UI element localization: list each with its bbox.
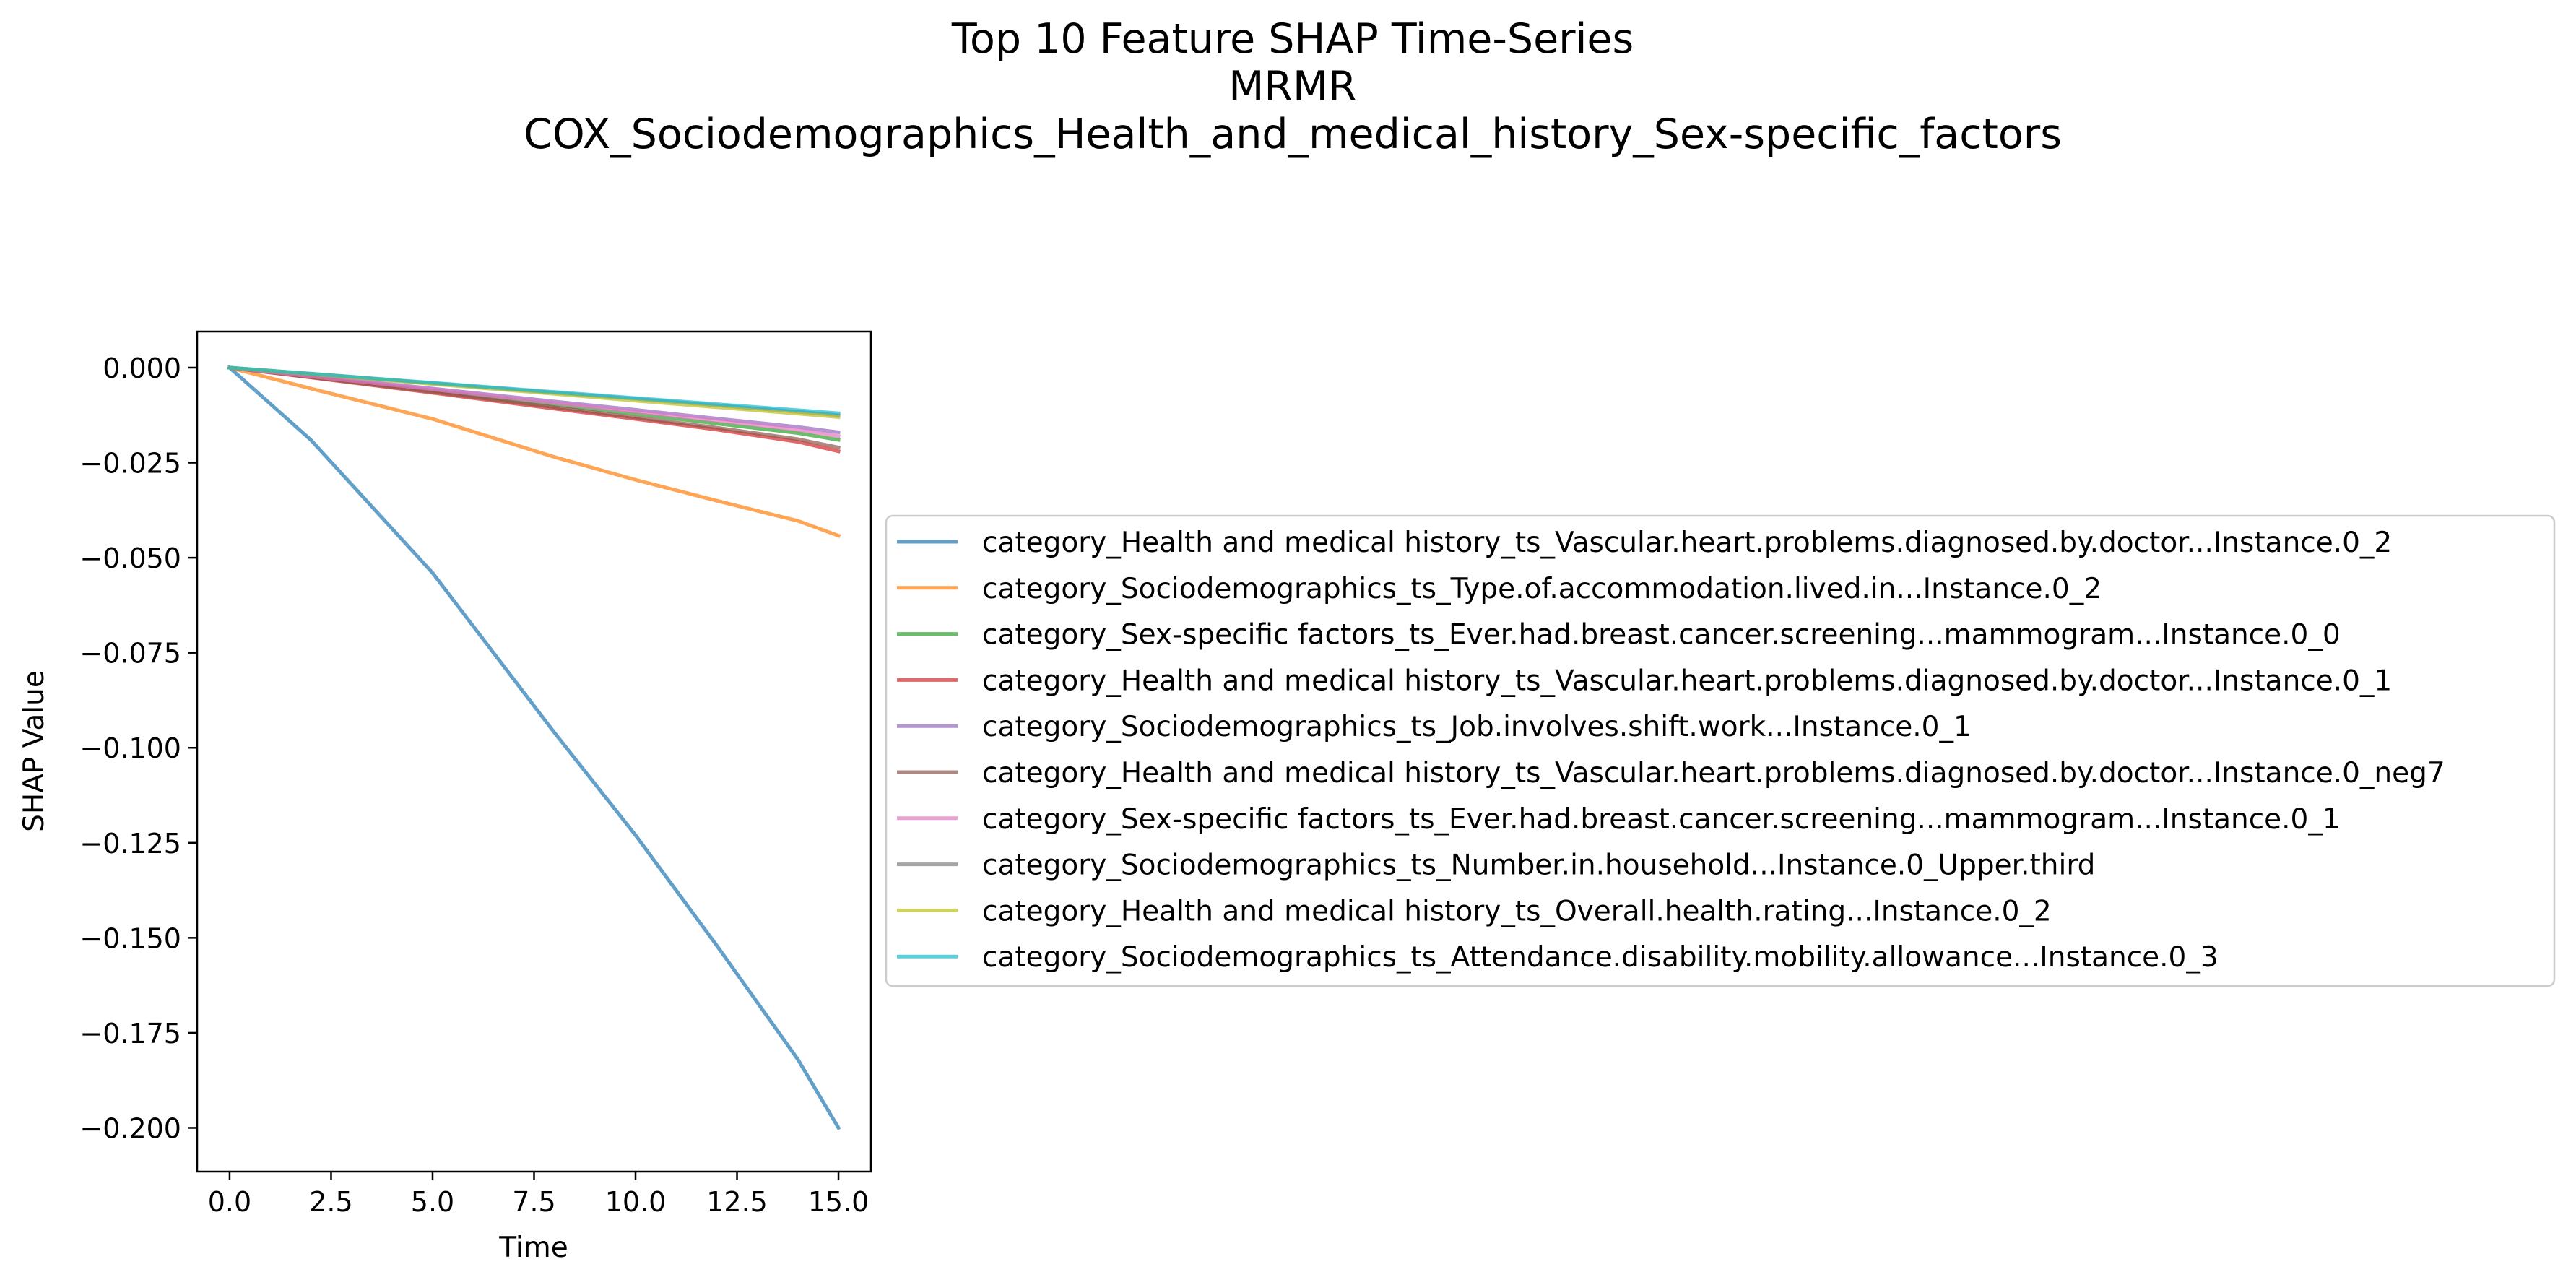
chart-title-line-3: COX_Sociodemographics_Health_and_medical… (524, 111, 2062, 158)
legend-label: category_Sociodemographics_ts_Type.of.ac… (982, 573, 2102, 605)
y-tick-label: −0.050 (79, 542, 181, 574)
y-tick-label: −0.100 (79, 732, 181, 764)
legend-label: category_Health and medical history_ts_O… (982, 895, 2052, 927)
y-tick-label: −0.150 (79, 922, 181, 954)
x-tick-label: 15.0 (808, 1186, 869, 1218)
x-axis-ticks: 0.0 2.5 5.0 7.5 10.0 12.5 15.0 (208, 1172, 869, 1218)
series-line-7 (227, 365, 841, 438)
y-tick-label: −0.200 (79, 1112, 181, 1144)
x-tick-label: 10.0 (605, 1186, 667, 1218)
y-tick-label: −0.025 (79, 448, 181, 480)
x-tick-label: 5.0 (411, 1186, 454, 1218)
x-axis-label: Time (498, 1232, 568, 1264)
x-tick-label: 2.5 (309, 1186, 352, 1218)
legend-label: category_Health and medical history_ts_V… (982, 665, 2392, 697)
y-tick-label: 0.000 (103, 352, 181, 384)
chart-title-line-1: Top 10 Feature SHAP Time-Series (951, 15, 1634, 63)
legend-label: category_Sociodemographics_ts_Attendance… (982, 941, 2219, 974)
y-axis-ticks: 0.000 −0.025 −0.050 −0.075 −0.100 −0.125 −0.15… (79, 352, 197, 1144)
legend-frame (885, 514, 2556, 987)
x-tick-label: 0.0 (208, 1186, 251, 1218)
legend-label: category_Health and medical history_ts_V… (982, 527, 2392, 559)
legend: category_Health and medical history_ts_V… (885, 514, 2556, 987)
series-line-2 (227, 365, 841, 538)
legend-label: category_Sociodemographics_ts_Job.involv… (982, 711, 1972, 743)
series-line-10 (227, 365, 841, 415)
series-lines (227, 365, 841, 1130)
y-tick-label: −0.075 (79, 638, 181, 670)
y-tick-label: −0.175 (79, 1018, 181, 1050)
chart-title-line-2: MRMR (1228, 63, 1357, 111)
x-tick-label: 7.5 (512, 1186, 555, 1218)
series-line-1 (227, 365, 841, 1130)
legend-label: category_Sex-specific factors_ts_Ever.ha… (982, 619, 2341, 652)
legend-label: category_Sociodemographics_ts_Number.in.… (982, 849, 2095, 882)
legend-label: category_Health and medical history_ts_V… (982, 757, 2445, 789)
chart-title: Top 10 Feature SHAP Time-Series MRMR COX… (524, 15, 2062, 158)
y-tick-label: −0.125 (79, 828, 181, 860)
y-axis-label: SHAP Value (18, 670, 51, 832)
legend-label: category_Sex-specific factors_ts_Ever.ha… (982, 803, 2341, 836)
x-tick-label: 12.5 (706, 1186, 768, 1218)
